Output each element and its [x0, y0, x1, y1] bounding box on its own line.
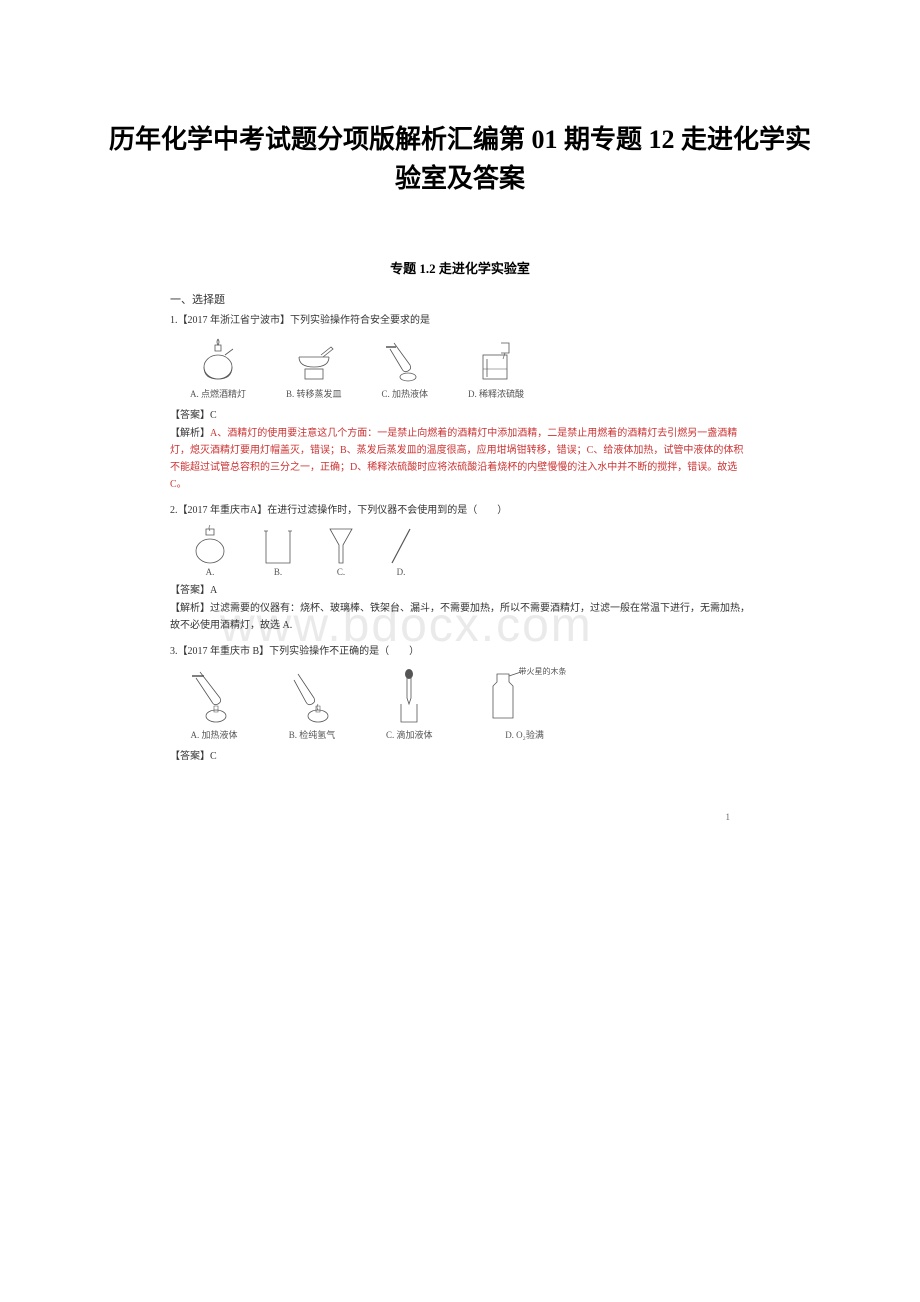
page-title: 历年化学中考试题分项版解析汇编第 01 期专题 12 走进化学实验室及答案	[100, 120, 820, 198]
q1-text: 1.【2017 年浙江省宁波市】下列实验操作符合安全要求的是	[170, 313, 750, 329]
dilute-acid-icon	[473, 337, 519, 383]
q2-opt-a: A.	[206, 567, 215, 577]
gas-bottle-icon	[483, 668, 523, 724]
q2-opt-b: B.	[274, 567, 282, 577]
funnel-icon	[326, 525, 356, 567]
q1-option-d: D. 稀释浓硫酸	[468, 337, 524, 400]
q3-option-d: 带火星的木条 D. O₂验满	[483, 668, 567, 741]
q1-option-c: C. 加热液体	[382, 337, 429, 400]
q1-analysis-label: 【解析】	[170, 428, 210, 439]
q2-diag-a: A.	[190, 525, 230, 577]
q3-opt-a-label: A. 加热液体	[191, 728, 238, 741]
q3-option-a: A. 加热液体	[190, 668, 238, 741]
q2-opt-c: C.	[337, 567, 345, 577]
section-header: 一、选择题	[170, 291, 750, 307]
q1-analysis: 【解析】A、酒精灯的使用要注意这几个方面：一是禁止向燃着的酒精灯中添加酒精，二是…	[170, 425, 750, 493]
dropper-icon	[391, 668, 427, 724]
q3-opt-d-label: D. O₂验满	[505, 728, 544, 741]
q2-diag-d: D.	[386, 525, 416, 577]
q1-answer: 【答案】C	[170, 406, 750, 421]
q1-opt-c-label: C. 加热液体	[382, 387, 429, 400]
q3-opt-c-label: C. 滴加液体	[386, 728, 433, 741]
alcohol-lamp-icon	[195, 337, 241, 383]
q1-analysis-text: A、酒精灯的使用要注意这几个方面：一是禁止向燃着的酒精灯中添加酒精，二是禁止用燃…	[170, 428, 743, 490]
q1-opt-b-label: B. 转移蒸发皿	[286, 387, 342, 400]
q2-text: 2.【2017 年重庆市A】在进行过滤操作时，下列仪器不会使用到的是（ ）	[170, 503, 750, 519]
q1-option-a: A. 点燃酒精灯	[190, 337, 246, 400]
q1-option-b: B. 转移蒸发皿	[286, 337, 342, 400]
q3-option-b: B. 检纯氢气	[288, 668, 336, 741]
q3-answer: 【答案】C	[170, 747, 750, 762]
q3-option-c: C. 滴加液体	[386, 668, 433, 741]
q2-analysis-label: 【解析】	[170, 603, 210, 614]
q3-options: A. 加热液体 B. 检纯氢气	[190, 668, 750, 741]
heat-liquid-icon	[190, 668, 238, 724]
q1-options: A. 点燃酒精灯 B. 转移蒸发皿	[190, 337, 750, 400]
glass-rod-icon	[386, 525, 416, 567]
q2-analysis: 【解析】过滤需要的仪器有：烧杯、玻璃棒、铁架台、漏斗，不需要加热，所以不需要酒精…	[170, 600, 750, 634]
q1-opt-d-label: D. 稀释浓硫酸	[468, 387, 524, 400]
q2-opt-d: D.	[397, 567, 406, 577]
q3-opt-b-label: B. 检纯氢气	[289, 728, 336, 741]
q2-diagrams: A. B. C.	[190, 525, 750, 577]
evaporating-dish-icon	[291, 337, 337, 383]
q1-opt-a-label: A. 点燃酒精灯	[190, 387, 246, 400]
subtitle: 专题 1.2 走进化学实验室	[170, 258, 750, 277]
q2-analysis-text: 过滤需要的仪器有：烧杯、玻璃棒、铁架台、漏斗，不需要加热，所以不需要酒精灯，过滤…	[170, 603, 750, 631]
heating-tube-icon	[382, 337, 428, 383]
beaker-icon	[260, 525, 296, 567]
q3-note: 带火星的木条	[519, 666, 567, 677]
q2-diag-b: B.	[260, 525, 296, 577]
page-number: 1	[726, 812, 731, 822]
q2-diag-c: C.	[326, 525, 356, 577]
check-hydrogen-icon	[288, 668, 336, 724]
q2-answer: 【答案】A	[170, 581, 750, 596]
alcohol-lamp2-icon	[190, 525, 230, 567]
q3-text: 3.【2017 年重庆市 B】下列实验操作不正确的是（ ）	[170, 644, 750, 660]
